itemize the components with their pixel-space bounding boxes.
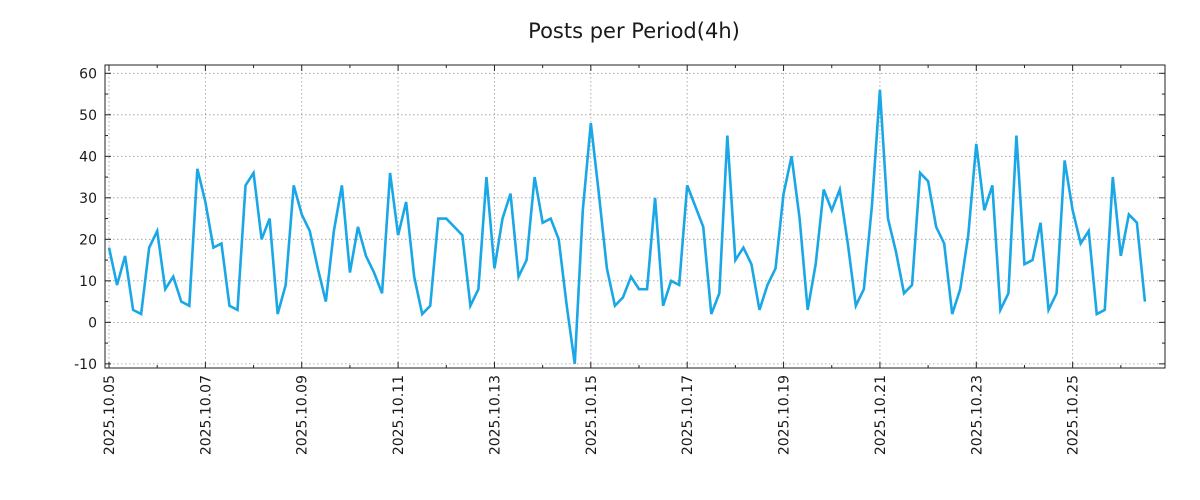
x-tick-label: 2025.10.13: [487, 375, 503, 455]
grid: [105, 65, 1165, 368]
x-tick-label: 2025.10.17: [680, 375, 696, 455]
y-tick-label: 30: [79, 191, 97, 207]
x-tick-label: 2025.10.05: [102, 375, 118, 455]
x-tick-label: 2025.10.09: [295, 375, 311, 455]
axis-ticks: [105, 65, 1165, 368]
y-tick-label: 50: [79, 108, 97, 124]
y-tick-label: 40: [79, 149, 97, 165]
series-line-posts: [107, 89, 1147, 365]
series-layer: [107, 89, 1147, 365]
x-tick-label: 2025.10.11: [391, 375, 407, 455]
y-tick-label: 60: [79, 66, 97, 82]
x-tick-label: 2025.10.21: [873, 375, 889, 455]
y-tick-label: 10: [79, 274, 97, 290]
x-tick-label: 2025.10.19: [777, 375, 793, 455]
x-axis-tick-labels: 2025.10.05 2025.10.07 2025.10.09 2025.10.11…: [102, 375, 1082, 455]
x-tick-label: 2025.10.07: [198, 375, 214, 455]
plot-frame: [104, 64, 1166, 369]
x-tick-label: 2025.10.23: [969, 375, 985, 455]
y-tick-label: 0: [88, 315, 97, 331]
x-tick-label: 2025.10.25: [1066, 375, 1082, 455]
y-tick-label: -10: [74, 357, 97, 373]
y-axis-tick-labels: -10 0 10 20 30 40 50 60: [74, 66, 97, 373]
x-tick-label: 2025.10.15: [584, 375, 600, 455]
y-tick-label: 20: [79, 232, 97, 248]
chart-title: Posts per Period(4h): [528, 19, 740, 43]
